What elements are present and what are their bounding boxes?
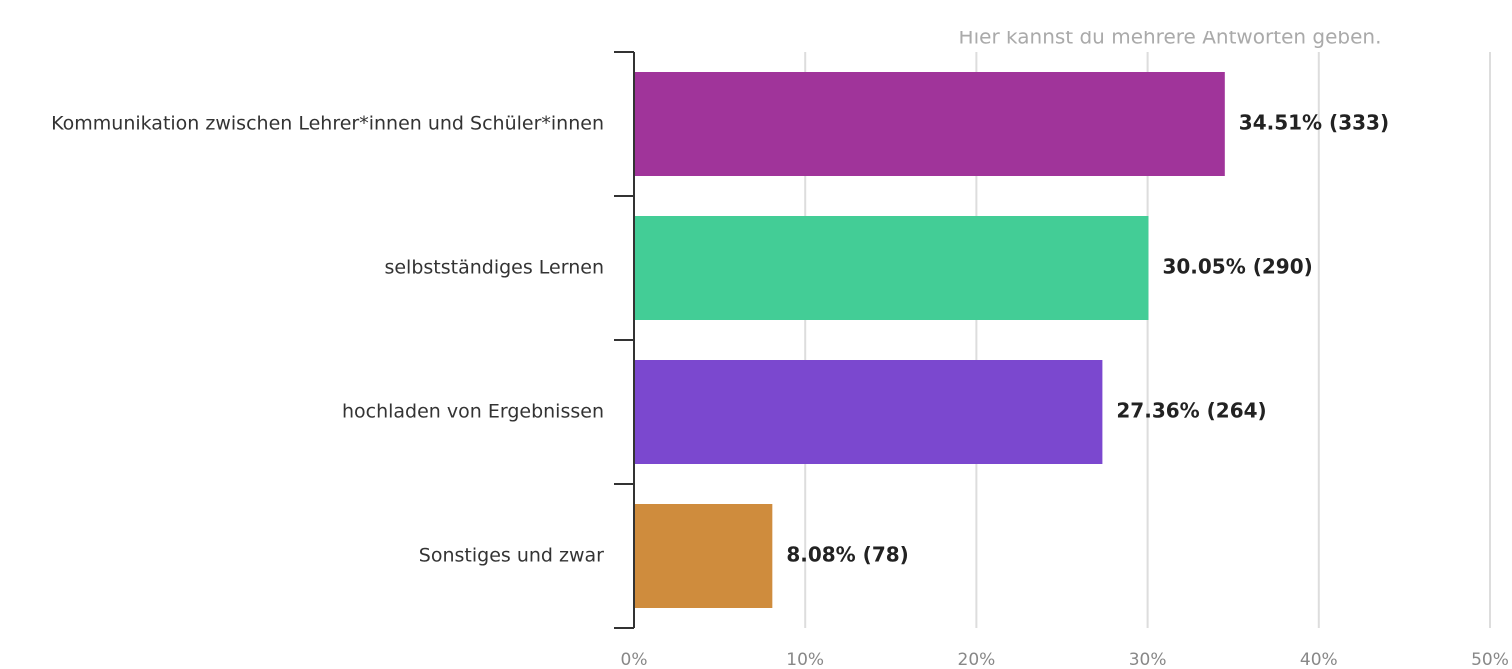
subtitle-crop <box>900 0 1460 31</box>
y-tick-label: selbstständiges Lernen <box>384 257 604 279</box>
value-label: 34.51% (333) <box>1239 111 1389 135</box>
value-label: 27.36% (264) <box>1116 399 1266 423</box>
x-tick-label: 40% <box>1300 650 1338 669</box>
y-tick-label: hochladen von Ergebnissen <box>342 401 604 423</box>
bars: 34.51% (333) Kommunikation zwischen Lehre… <box>51 51 1389 629</box>
bar <box>634 504 773 608</box>
x-tick-label: 20% <box>958 650 996 669</box>
bar <box>634 216 1149 320</box>
y-tick-label: Kommunikation zwischen Lehrer*innen und … <box>51 113 604 135</box>
bar <box>634 72 1225 176</box>
bar <box>634 360 1103 464</box>
value-label: 30.05% (290) <box>1162 255 1312 279</box>
value-label: 8.08% (78) <box>786 543 908 567</box>
x-tick-label: 30% <box>1129 650 1167 669</box>
x-tick-label: 50% <box>1471 650 1509 669</box>
x-tick-label: 0% <box>621 650 648 669</box>
x-tick-label: 10% <box>786 650 824 669</box>
y-tick-label: Sonstiges und zwar <box>419 545 604 567</box>
